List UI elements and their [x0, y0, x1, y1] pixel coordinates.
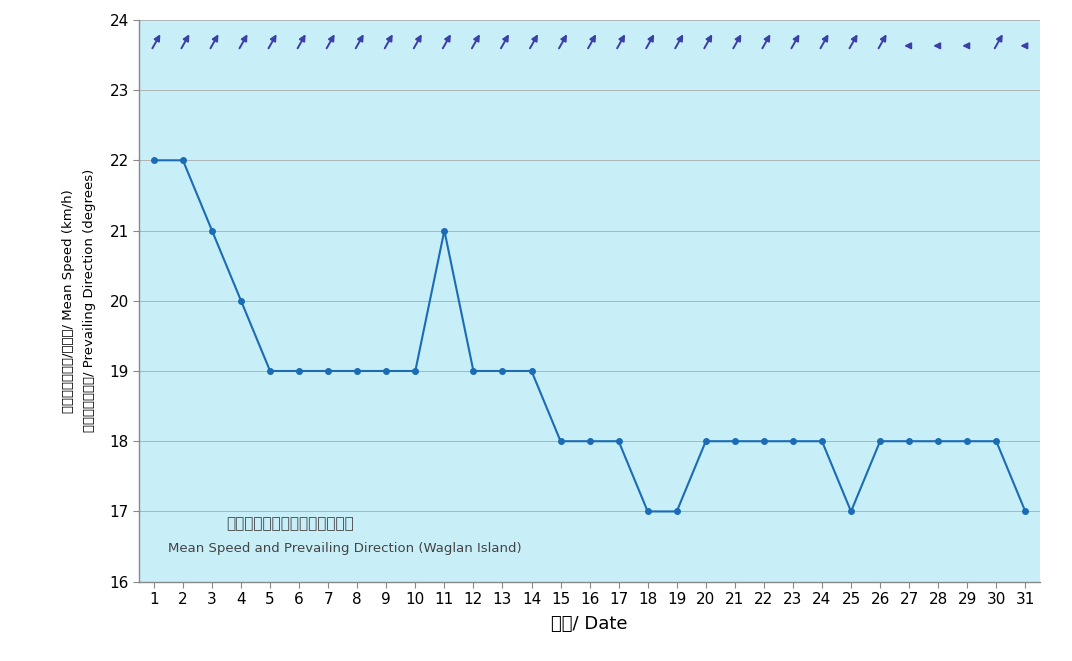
- Text: Mean Speed and Prevailing Direction (Waglan Island): Mean Speed and Prevailing Direction (Wag…: [168, 542, 522, 555]
- X-axis label: 日期/ Date: 日期/ Date: [551, 615, 628, 633]
- Y-axis label: 平均風速（公里/小時）/ Mean Speed (km/h)
盛行風向（度）/ Prevailing Direction (degrees): 平均風速（公里/小時）/ Mean Speed (km/h) 盛行風向（度）/ …: [62, 169, 95, 432]
- Text: 平均風速及盛行風向（橫灁島）: 平均風速及盛行風向（橫灁島）: [226, 516, 354, 531]
